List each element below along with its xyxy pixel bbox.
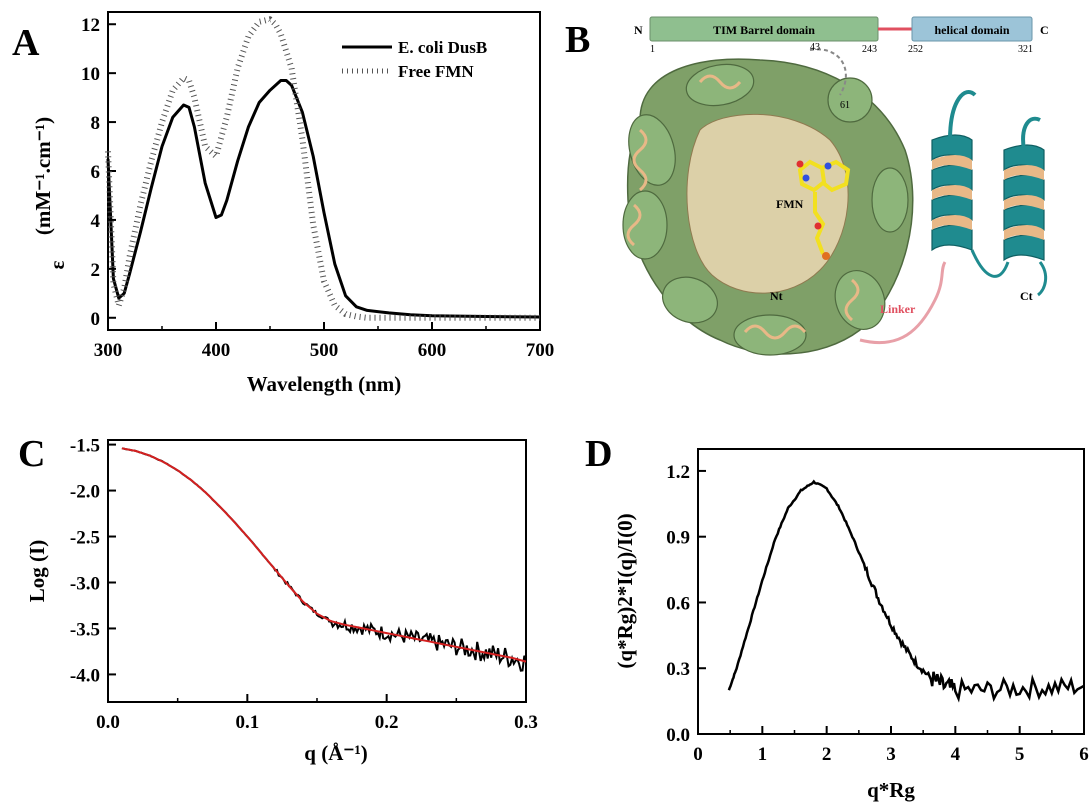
- tim-barrel-domain-label: TIM Barrel domain: [713, 23, 815, 37]
- panel-c-xtick-label: 0.3: [514, 712, 538, 733]
- panel-d-ytick-label: 0.0: [666, 725, 690, 746]
- panel-a-ytick-label: 10: [81, 64, 100, 85]
- n-terminus-label: N: [634, 23, 643, 37]
- fmn-ligand: FMN: [776, 159, 851, 260]
- panel-a-letter: A: [12, 22, 40, 64]
- panel-c-xtick-label: 0.1: [235, 712, 259, 733]
- helical-domain-label: helical domain: [934, 23, 1009, 37]
- helical-domain-box: [911, 16, 1033, 42]
- panel-a-xtick-label: 400: [202, 340, 231, 361]
- panel-d-xtick-label: 6: [1079, 744, 1089, 765]
- panel-d: D 0 1 2 3 4 5 6 0.0 0.3 0.6 0.9 1.2 q*Rg (q*Rg)2*I(…: [585, 433, 1089, 802]
- series-kratky: [727, 479, 1085, 703]
- panel-c-ytick-label: -2.0: [70, 482, 100, 503]
- panel-a-xlabel: Wavelength (nm): [247, 372, 402, 396]
- panel-c-ytick-label: -3.5: [70, 619, 100, 640]
- panel-a-ytick-label: 4: [91, 211, 101, 232]
- panel-a-ytick-label: 0: [91, 309, 101, 330]
- panel-a-xtick-label: 300: [94, 340, 123, 361]
- panel-c-xtick-label: 0.2: [375, 712, 399, 733]
- panel-a-ylabel-symbol: ε: [45, 260, 69, 269]
- panel-c-ytick-label: -3.0: [70, 573, 100, 594]
- panel-d-xtick-label: 2: [822, 744, 832, 765]
- residue-61-label: 61: [840, 100, 850, 111]
- panel-c: C 0.0 0.1 0.2 0.3 -1.5 -2.0 -2.5 -3.0 -3.5 -4.0 q…: [18, 433, 538, 765]
- residue-1: 1: [650, 44, 655, 55]
- panel-d-xtick-label: 4: [951, 744, 961, 765]
- panel-d-ytick-label: 1.2: [666, 462, 690, 483]
- panel-d-ylabel: (q*Rg)2*I(q)/I(0): [613, 513, 637, 668]
- panel-d-ytick-label: 0.6: [666, 593, 690, 614]
- legend-dusb: E. coli DusB: [398, 38, 487, 57]
- panel-a-legend: E. coli DusB Free FMN: [342, 38, 487, 81]
- panel-c-ytick-label: -4.0: [70, 665, 100, 686]
- series-free-fmn: [105, 16, 540, 321]
- panel-c-ylabel: Log (I): [25, 540, 49, 602]
- panel-a-ytick-label: 6: [91, 162, 101, 183]
- residue-243: 243: [862, 44, 877, 55]
- legend-fmn: Free FMN: [398, 62, 474, 81]
- series-saxs-fit: [121, 447, 527, 663]
- ct-label: Ct: [1020, 289, 1033, 303]
- panel-c-letter: C: [18, 433, 45, 475]
- nt-label: Nt: [770, 289, 783, 303]
- panel-a-ytick-label: 8: [91, 113, 101, 134]
- c-terminus-label: C: [1040, 23, 1049, 37]
- panel-c-xtick-label: 0.0: [96, 712, 120, 733]
- series-saxs-experimental: [121, 447, 527, 672]
- panel-a-ticks: 300 400 500 600 700 0 2 4 6 8 10 12: [81, 15, 554, 361]
- panel-c-xlabel: q (Å⁻¹): [304, 741, 367, 765]
- residue-321: 321: [1018, 44, 1033, 55]
- panel-d-xtick-label: 3: [886, 744, 896, 765]
- panel-a-ytick-label: 12: [81, 15, 100, 36]
- panel-d-xtick-label: 0: [693, 744, 703, 765]
- panel-d-letter: D: [585, 433, 612, 475]
- linker-cartoon: [859, 261, 947, 345]
- panel-a: A 300 400 500 600 700 0 2 4 6 8 10 12 E. coli DusB …: [12, 11, 554, 396]
- panel-a-ytick-label: 2: [91, 260, 101, 281]
- panel-c-ticks: 0.0 0.1 0.2 0.3 -1.5 -2.0 -2.5 -3.0 -3.5 -4.0: [70, 436, 538, 733]
- panel-d-series: [727, 479, 1085, 703]
- panel-a-series: [105, 16, 541, 321]
- series-ecoli-dusb: [106, 79, 541, 319]
- panel-d-ytick-label: 0.3: [666, 659, 690, 680]
- residue-43-label: 43: [810, 42, 820, 53]
- panel-c-ytick-label: -1.5: [70, 436, 100, 457]
- panel-d-xtick-label: 5: [1015, 744, 1025, 765]
- panel-d-ticks: 0 1 2 3 4 5 6 0.0 0.3 0.6 0.9 1.2: [666, 462, 1089, 765]
- panel-a-xtick-label: 700: [526, 340, 555, 361]
- panel-d-ytick-label: 0.9: [666, 528, 690, 549]
- panel-a-xtick-label: 600: [418, 340, 447, 361]
- linker-label: Linker: [880, 302, 916, 316]
- tim-barrel-cartoon: 43 61: [622, 42, 914, 356]
- panel-b-letter: B: [565, 19, 590, 61]
- domain-bar: N TIM Barrel domain helical domain C 1 2…: [634, 16, 1049, 55]
- residue-252: 252: [908, 44, 923, 55]
- panel-a-frame: [107, 11, 541, 331]
- fmn-label: FMN: [776, 197, 804, 211]
- panel-d-xtick-label: 1: [758, 744, 768, 765]
- panel-c-frame: [107, 439, 527, 703]
- panel-a-xtick-label: 500: [310, 340, 339, 361]
- protein-structure-cartoon: 43 61 FMN Nt Linker: [622, 42, 1048, 356]
- panel-d-xlabel: q*Rg: [867, 778, 915, 802]
- helical-domain-cartoon: [931, 90, 1048, 297]
- panel-c-ytick-label: -2.5: [70, 528, 100, 549]
- panel-b: B N TIM Barrel domain helical domain C 1…: [565, 16, 1049, 356]
- panel-c-series: [121, 447, 527, 672]
- panel-a-ylabel: (mM⁻¹.cm⁻¹): [31, 117, 55, 235]
